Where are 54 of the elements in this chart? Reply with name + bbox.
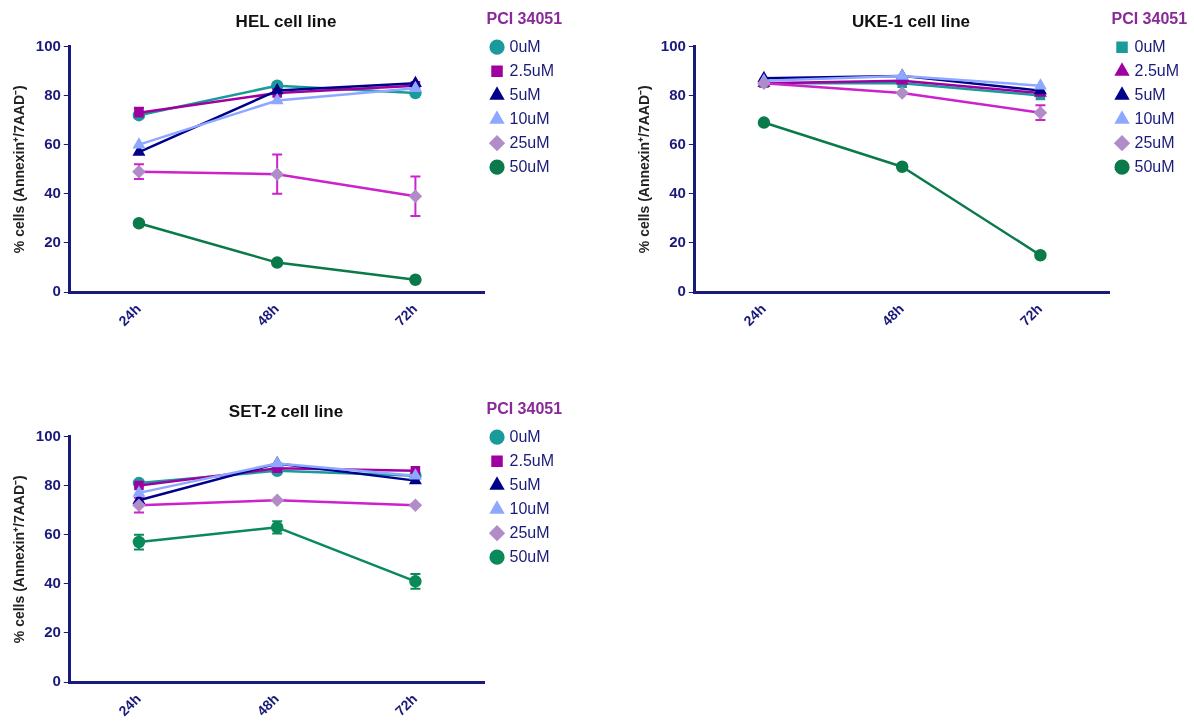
- legend-label: 2.5uM: [509, 451, 554, 469]
- legend-label: 25uM: [509, 133, 550, 151]
- chart-title: UKE-1 cell line: [851, 11, 971, 31]
- x-tick-label: 24h: [115, 690, 144, 719]
- y-tick-label: 20: [44, 623, 61, 641]
- y-tick-label: 40: [44, 573, 61, 591]
- y-tick-label: 80: [44, 475, 61, 493]
- y-tick-label: 0: [52, 672, 61, 690]
- legend-label: 50uM: [509, 547, 550, 565]
- y-tick-label: 20: [669, 233, 686, 251]
- legend-title: PCI 34051: [486, 400, 563, 418]
- y-tick-label: 40: [44, 183, 61, 201]
- y-tick-label: 20: [44, 233, 61, 251]
- legend-label: 10uM: [509, 109, 550, 127]
- legend-title: PCI 34051: [1111, 10, 1188, 28]
- legend-label: 25uM: [509, 523, 550, 541]
- y-tick-label: 80: [44, 85, 61, 103]
- legend-label: 0uM: [509, 37, 541, 55]
- legend-label: 5uM: [509, 85, 541, 103]
- y-tick-label: 0: [677, 282, 686, 300]
- y-axis-title: % cells (Annexin⁺/7AAD⁻): [636, 85, 653, 254]
- x-tick-label: 48h: [253, 300, 283, 329]
- y-axis-title: % cells (Annexin⁺/7AAD⁻): [11, 475, 28, 644]
- y-tick-label: 60: [44, 134, 61, 152]
- legend-label: 2.5uM: [509, 61, 554, 79]
- legend-label: 50uM: [509, 157, 550, 175]
- legend-label: 50uM: [1134, 157, 1175, 175]
- chart-title: HEL cell line: [235, 11, 337, 31]
- y-tick-label: 60: [669, 134, 686, 152]
- x-tick-label: 24h: [115, 300, 144, 329]
- y-tick-label: 100: [35, 36, 61, 54]
- y-tick-label: 100: [35, 426, 61, 444]
- legend-label: 10uM: [1134, 109, 1175, 127]
- legend-label: 0uM: [509, 427, 541, 445]
- y-tick-label: 100: [660, 36, 686, 54]
- y-tick-label: 40: [669, 183, 686, 201]
- legend-label: 25uM: [1134, 133, 1175, 151]
- x-tick-label: 72h: [1016, 300, 1046, 329]
- y-tick-label: 60: [44, 524, 61, 542]
- chart-title: SET-2 cell line: [228, 401, 344, 421]
- x-tick-label: 24h: [740, 300, 769, 329]
- legend-label: 5uM: [509, 475, 541, 493]
- x-tick-label: 72h: [391, 300, 421, 329]
- legend-label: 0uM: [1134, 37, 1166, 55]
- legend-title: PCI 34051: [486, 10, 563, 28]
- legend-label: 2.5uM: [1134, 61, 1179, 79]
- legend-label: 5uM: [1134, 85, 1166, 103]
- y-tick-label: 0: [52, 282, 61, 300]
- legend-label: 10uM: [509, 499, 550, 517]
- y-axis-title: % cells (Annexin⁺/7AAD⁻): [11, 85, 28, 254]
- y-tick-label: 80: [669, 85, 686, 103]
- x-tick-label: 72h: [391, 690, 421, 719]
- x-tick-label: 48h: [253, 690, 283, 719]
- x-tick-label: 48h: [878, 300, 908, 329]
